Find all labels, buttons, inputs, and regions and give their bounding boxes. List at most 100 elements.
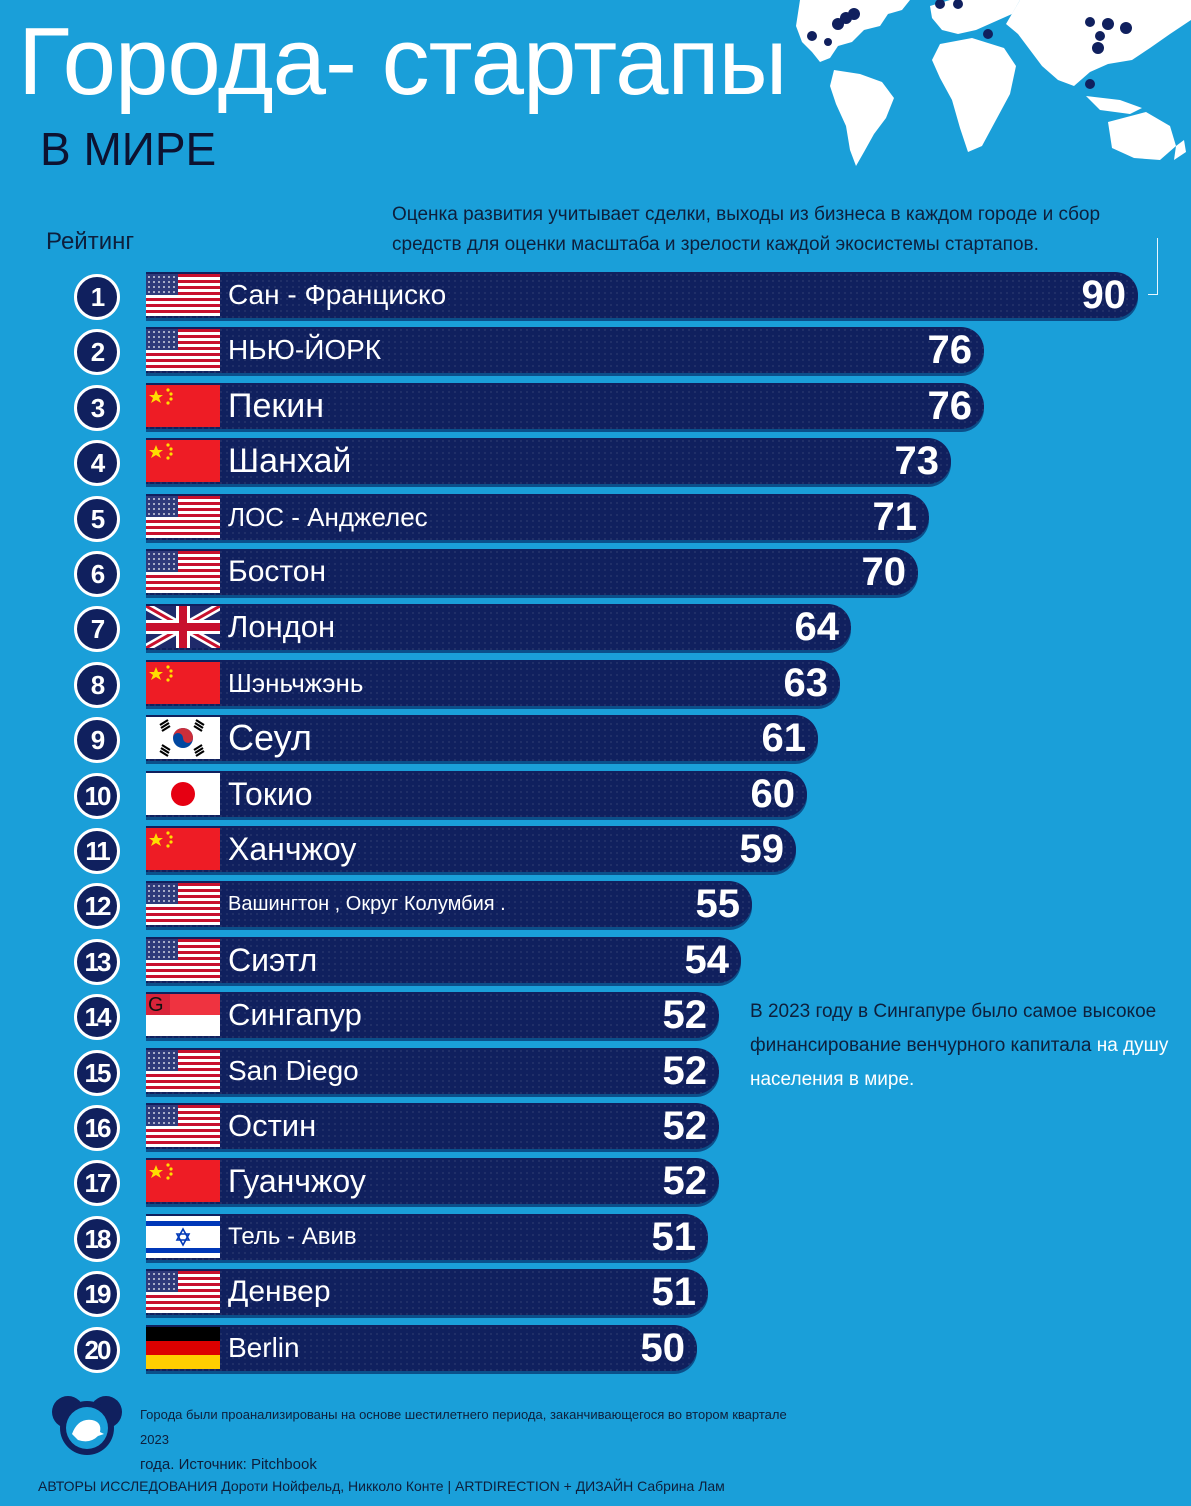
flag-cn-icon <box>146 661 220 704</box>
rank-badge: 5 <box>74 495 120 542</box>
city-label: Токио <box>228 775 313 812</box>
map-new-zealand <box>1174 140 1186 160</box>
singapore-note: В 2023 году в Сингапуре было самое высок… <box>750 995 1170 1097</box>
rank-badge: 7 <box>74 606 120 653</box>
bar-row: 11 Ханчжоу 59 <box>0 826 1191 876</box>
city-label: Сан - Франциско <box>228 279 447 310</box>
bar-row: 13 Сиэтл 54 <box>0 936 1191 987</box>
flag-cn-icon <box>146 1160 220 1203</box>
flag-us-icon <box>146 1049 220 1092</box>
bar-row: 9 Сеул 61 <box>0 715 1191 765</box>
page-subtitle: В МИРЕ <box>40 123 217 175</box>
bar <box>146 1324 697 1371</box>
flag-sg-icon: G <box>146 994 220 1037</box>
rank-badge: 9 <box>74 717 120 764</box>
map-city-dot <box>848 8 860 20</box>
value-label: 60 <box>750 771 796 816</box>
map-africa <box>932 38 1016 152</box>
rank-badge: 11 <box>74 828 120 874</box>
bar-row: 8 Шэньчжэнь 63 <box>0 659 1191 710</box>
bar <box>146 438 951 485</box>
flag-us-icon <box>146 551 220 593</box>
rank-badge: 10 <box>74 772 120 819</box>
flag-kr-icon <box>146 717 220 760</box>
rank-badge: 15 <box>74 1049 120 1096</box>
bar-row: 16 Остин 52 <box>0 1103 1191 1153</box>
map-city-dot <box>983 29 993 39</box>
flag-il-icon <box>146 1215 220 1258</box>
flag-jp-icon <box>146 772 220 815</box>
bar <box>146 382 984 429</box>
city-label: НЬЮ-ЙОРК <box>228 334 382 366</box>
bar <box>146 493 929 540</box>
methodology-note: Оценка развития учитывает сделки, выходы… <box>392 204 1101 255</box>
value-label: 61 <box>761 716 807 761</box>
city-label: Тель - Авив <box>228 1222 357 1250</box>
flag-cn-icon <box>146 440 220 483</box>
city-label: Сингапур <box>228 997 362 1033</box>
map-north-america <box>796 0 910 62</box>
city-label: Остин <box>228 1108 317 1143</box>
rank-badge: 6 <box>74 551 120 597</box>
flag <box>146 661 220 704</box>
flag <box>146 717 220 760</box>
bar-row: 3 Пекин 76 <box>0 382 1191 433</box>
flag <box>146 772 220 815</box>
note-bracket <box>1148 238 1158 295</box>
city-label: Berlin <box>228 1331 300 1363</box>
city-label: Пекин <box>228 386 324 425</box>
map-city-dot <box>1120 22 1132 34</box>
singapore-note-text: В 2023 году в Сингапуре было самое высок… <box>750 1001 1157 1056</box>
value-label: 55 <box>695 882 741 927</box>
map-south-america <box>830 70 894 166</box>
map-city-dot <box>1102 18 1114 30</box>
flag <box>146 938 220 981</box>
bar-row: 6 Бостон 70 <box>0 549 1191 599</box>
rank-badge: 19 <box>74 1271 120 1318</box>
credits: АВТОРЫ ИССЛЕДОВАНИЯ Дороти Нойфельд, Ник… <box>38 1478 725 1494</box>
city-label: Сиэтл <box>228 941 318 978</box>
value-label: 52 <box>662 1048 708 1093</box>
rank-badge: 17 <box>74 1160 120 1207</box>
rank-badge: 8 <box>74 661 120 708</box>
map-australia <box>1108 112 1176 160</box>
value-label: 73 <box>894 439 940 484</box>
value-label: 52 <box>662 1159 708 1204</box>
bar <box>146 659 840 706</box>
bar <box>146 1213 708 1260</box>
bar-row: 5 ЛОС - Анджелес 71 <box>0 493 1191 544</box>
flag <box>146 1105 220 1147</box>
flag <box>146 329 220 372</box>
value-label: 51 <box>651 1214 697 1259</box>
flag-us-icon <box>146 274 220 316</box>
bar <box>146 272 1138 318</box>
rank-badge: 2 <box>74 329 120 376</box>
city-label: Шэньчжэнь <box>228 667 364 698</box>
rank-badge: 16 <box>74 1105 120 1151</box>
flag-us-icon <box>146 1271 220 1314</box>
map-city-dot <box>1095 31 1105 41</box>
bar <box>146 549 918 595</box>
bar <box>146 770 807 817</box>
flag <box>146 606 220 649</box>
city-label: Ханчжоу <box>228 831 357 867</box>
flag <box>146 828 220 870</box>
world-map <box>796 0 1191 166</box>
city-label: San Diego <box>228 1054 359 1086</box>
city-label: Сеул <box>228 717 312 759</box>
flag-us-icon <box>146 329 220 372</box>
source-line-1: Города были проанализированы на основе ш… <box>140 1407 787 1447</box>
bar <box>146 992 719 1039</box>
flag-cn-icon <box>146 828 220 870</box>
singapore-note-highlight: на душу населения в мире. <box>750 1035 1169 1090</box>
value-label: 76 <box>927 383 973 428</box>
flag-us-icon <box>146 938 220 981</box>
city-label: Денвер <box>228 1275 331 1309</box>
city-label: Гуанчжоу <box>228 1163 366 1200</box>
flag: G <box>146 994 220 1037</box>
bar <box>146 1158 719 1205</box>
map-europe <box>930 0 1020 34</box>
rank-badge: 1 <box>74 274 120 320</box>
rank-badge: 18 <box>74 1215 120 1262</box>
